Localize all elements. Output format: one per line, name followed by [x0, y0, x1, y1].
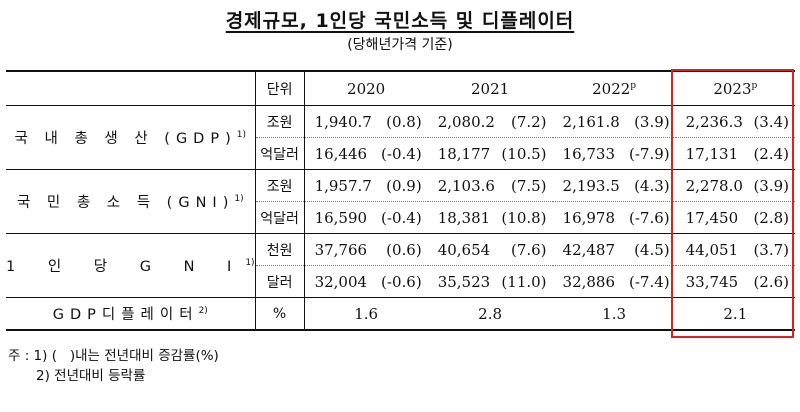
header-year-2022: 2022p: [552, 70, 676, 106]
value-cell: 1.3: [552, 297, 676, 331]
row-label-gdp: 국 내 총 생 산 (GDP)1): [6, 105, 256, 170]
table-cell: 1,957.7 (0.9): [304, 169, 428, 202]
value-cell: 2,236.3 (3.4): [685, 112, 789, 131]
value-cell: 1,957.7 (0.9): [314, 176, 422, 195]
footnote-marker: 1): [245, 258, 255, 269]
row-label-gni-per-capita: 1 인 당 G N I1): [6, 233, 256, 298]
unit-cell: 억달러: [255, 137, 305, 170]
economy-table: 단위 2020 2021 2022p 2023p 국 내 총 생 산 (GDP)…: [6, 70, 795, 331]
table-cell: 16,590 (-0.4): [304, 201, 428, 234]
header-blank: [6, 70, 256, 106]
table-row: 국 민 총 소 득 (GNI)1) 조원 1,957.7 (0.9) 2,103.…: [6, 169, 795, 234]
unit-cell: 조원: [255, 105, 305, 138]
value-cell: 42,487 (4.5): [562, 240, 670, 259]
table-cell: 32,886 (-7.4): [552, 265, 676, 298]
value-cell: 17,131 (2.4): [685, 144, 789, 163]
table-cell: 33,745 (2.6): [675, 265, 795, 298]
table-row: 억달러 16,446 (-0.4) 18,177 (10.5) 16,733 (-7.…: [6, 137, 795, 170]
value-cell: 2,278.0 (3.9): [685, 176, 789, 195]
unit-cell: 달러: [255, 265, 305, 298]
footnote-2: 2) 전년대비 등락률: [36, 368, 146, 384]
header-row: 단위 2020 2021 2022p 2023p: [6, 70, 795, 106]
header-year-2023: 2023p: [675, 70, 795, 106]
value-cell: 32,004 (-0.6): [314, 272, 422, 291]
table-row: 1 인 당 G N I1) 천원 37,766 (0.6) 40,654 (7.6)…: [6, 233, 795, 298]
value-cell: 2,161.8 (3.9): [562, 112, 670, 131]
table-cell: 32,004 (-0.6): [304, 265, 428, 298]
table-cell: 2,080.2 (7.2): [427, 105, 553, 138]
value-cell: 32,886 (-7.4): [562, 272, 670, 291]
value-cell: 2,103.6 (7.5): [437, 176, 547, 195]
value-cell: 18,381 (10.8): [437, 208, 547, 227]
table-cell: 16,733 (-7.9): [552, 137, 676, 170]
footnote-marker: 1): [234, 194, 244, 205]
table-cell: 2,161.8 (3.9): [552, 105, 676, 138]
unit-cell: %: [255, 297, 305, 331]
value-cell: 37,766 (0.6): [314, 240, 422, 259]
document-subtitle: (당해년가격 기준): [347, 37, 453, 53]
value-cell: 2,080.2 (7.2): [437, 112, 547, 131]
header-year-2020: 2020: [304, 70, 428, 106]
header-year-2021: 2021: [427, 70, 553, 106]
value-cell: 2.1: [675, 297, 795, 331]
unit-cell: 천원: [255, 233, 305, 266]
table-cell: 17,450 (2.8): [675, 201, 795, 234]
unit-cell: 억달러: [255, 201, 305, 234]
table-cell: 2,278.0 (3.9): [675, 169, 795, 202]
value-cell: 35,523 (11.0): [437, 272, 547, 291]
value-cell: 17,450 (2.8): [685, 208, 789, 227]
footnotes: 주 : 1) ( )내는 전년대비 증감률(%) 2) 전년대비 등락률: [8, 346, 219, 386]
value-cell: 18,177 (10.5): [437, 144, 547, 163]
value-cell: 16,446 (-0.4): [314, 144, 422, 163]
value-cell: 1,940.7 (0.8): [314, 112, 422, 131]
table-cell: 1,940.7 (0.8): [304, 105, 428, 138]
value-cell: 2.8: [427, 297, 553, 331]
table-cell: 2,236.3 (3.4): [675, 105, 795, 138]
value-cell: 2,193.5 (4.3): [562, 176, 670, 195]
table-cell: 16,446 (-0.4): [304, 137, 428, 170]
table-cell: 2,193.5 (4.3): [552, 169, 676, 202]
table-cell: 18,381 (10.8): [427, 201, 553, 234]
value-cell: 16,590 (-0.4): [314, 208, 422, 227]
table-cell: 37,766 (0.6): [304, 233, 428, 266]
table-cell: 35,523 (11.0): [427, 265, 553, 298]
unit-cell: 조원: [255, 169, 305, 202]
value-cell: 16,733 (-7.9): [562, 144, 670, 163]
table-cell: 40,654 (7.6): [427, 233, 553, 266]
value-cell: 16,978 (-7.6): [562, 208, 670, 227]
table-cell: 16,978 (-7.6): [552, 201, 676, 234]
table-row: 달러 32,004 (-0.6) 35,523 (11.0) 32,886 (-7.4…: [6, 265, 795, 298]
footnote-marker: 2): [198, 306, 208, 317]
footnote-1: 주 : 1) ( )내는 전년대비 증감률(%): [8, 348, 219, 364]
header-unit: 단위: [255, 70, 305, 106]
table-row: 억달러 16,590 (-0.4) 18,381 (10.8) 16,978 (-7.…: [6, 201, 795, 234]
table-row: 국 내 총 생 산 (GDP)1) 조원 1,940.7 (0.8) 2,080.…: [6, 105, 795, 170]
value-cell: 44,051 (3.7): [685, 240, 789, 259]
table-cell: 42,487 (4.5): [552, 233, 676, 266]
document-title: 경제규모, 1인당 국민소득 및 디플레이터: [225, 10, 575, 32]
footnote-marker: 1): [236, 130, 247, 141]
value-cell: 33,745 (2.6): [685, 272, 789, 291]
value-cell: 40,654 (7.6): [437, 240, 547, 259]
table-cell: 2,103.6 (7.5): [427, 169, 553, 202]
row-label-gni: 국 민 총 소 득 (GNI)1): [6, 169, 256, 234]
table-row: GDP디플레이터2) % 1.6 2.8 1.3 2.1: [6, 297, 795, 331]
table-cell: 44,051 (3.7): [675, 233, 795, 266]
table-cell: 17,131 (2.4): [675, 137, 795, 170]
table-cell: 18,177 (10.5): [427, 137, 553, 170]
value-cell: 1.6: [304, 297, 428, 331]
row-label-deflator: GDP디플레이터2): [6, 297, 256, 331]
